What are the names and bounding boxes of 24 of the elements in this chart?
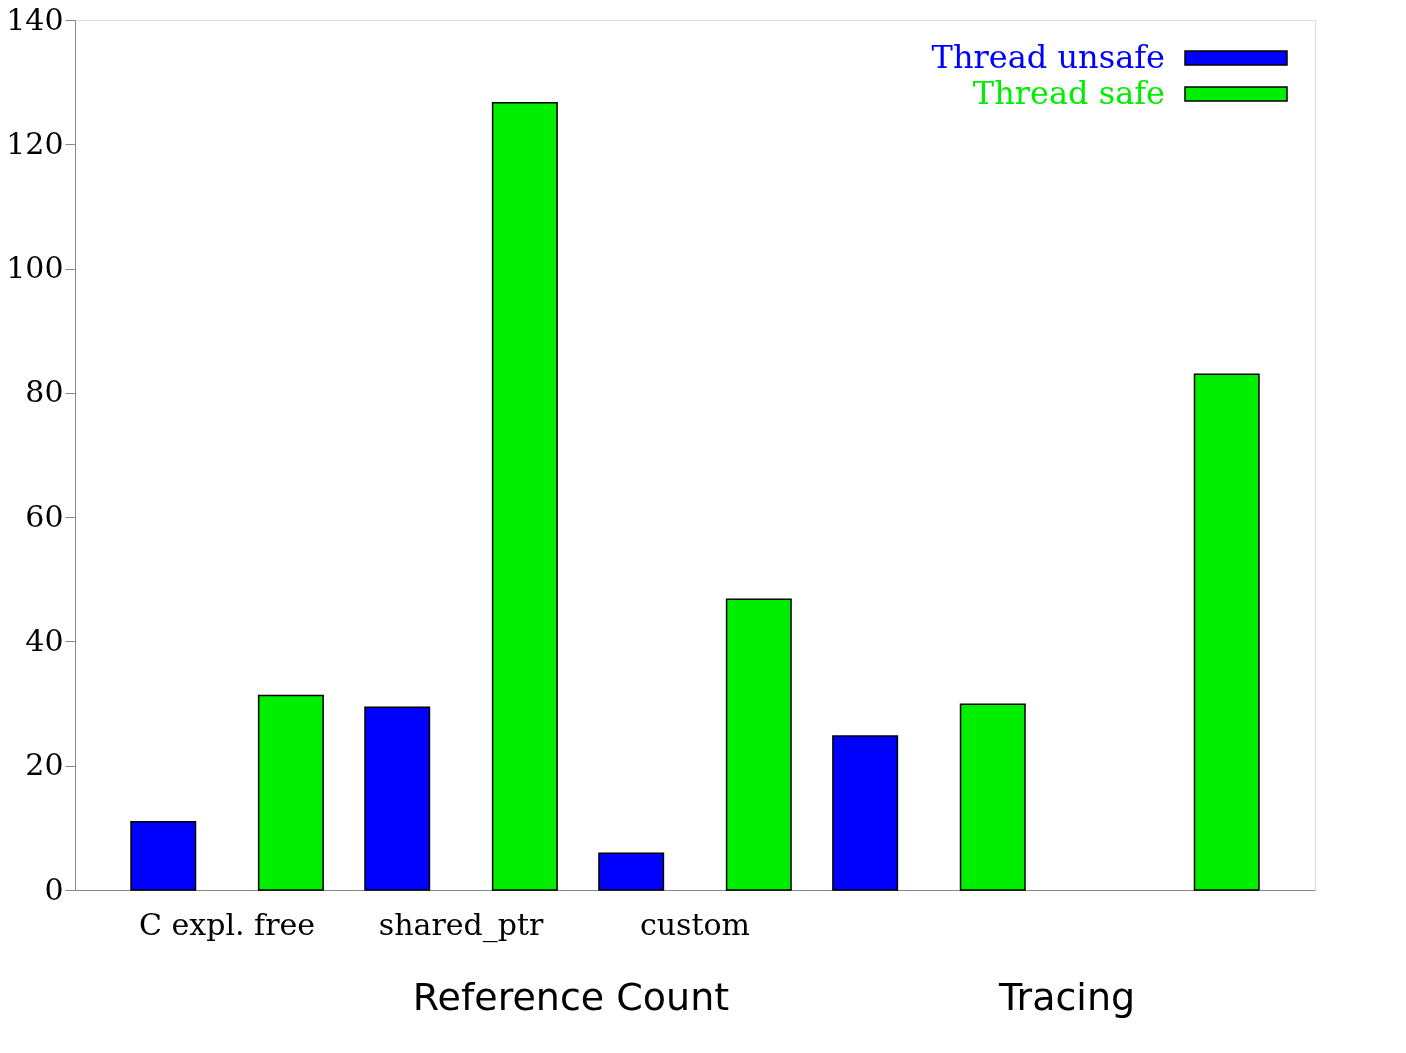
y-tick-label: 40: [25, 622, 64, 658]
legend-label: Thread safe: [972, 74, 1165, 112]
x-tick-label: C expl. free: [139, 906, 316, 942]
bar: [598, 852, 665, 891]
text: Reference Count: [412, 975, 730, 1019]
legend-label: Thread unsafe: [931, 38, 1165, 76]
y-tick-label: 60: [25, 498, 64, 534]
x-tick-label: custom: [639, 906, 751, 942]
y-tick-label: 80: [25, 374, 64, 410]
bar: [725, 598, 792, 891]
bar: [491, 101, 558, 891]
x-tick-label: shared_ptr: [378, 906, 544, 943]
text: Tracing: [997, 975, 1136, 1019]
y-tick-label: 120: [6, 125, 64, 161]
y-tick-label: 140: [6, 1, 64, 37]
bar: [959, 703, 1026, 891]
bar: [257, 694, 324, 891]
bar: [1193, 373, 1260, 891]
bar: [364, 706, 431, 891]
bar: [832, 735, 899, 891]
bar: [130, 820, 197, 891]
y-tick-label: 0: [44, 871, 64, 907]
y-tick-label: 100: [6, 250, 64, 286]
y-tick-label: 20: [25, 747, 64, 783]
